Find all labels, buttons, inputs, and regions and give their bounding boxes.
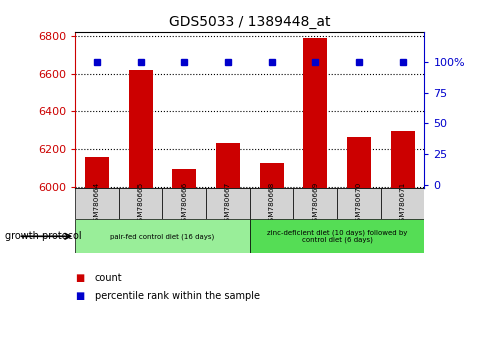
Text: growth protocol: growth protocol [5,231,81,241]
FancyBboxPatch shape [336,188,380,219]
Text: GSM780667: GSM780667 [225,182,230,226]
Text: GSM780664: GSM780664 [94,182,100,226]
Text: percentile rank within the sample: percentile rank within the sample [94,291,259,301]
Bar [346,137,370,188]
FancyBboxPatch shape [75,219,249,253]
Text: GSM780670: GSM780670 [355,182,361,226]
FancyBboxPatch shape [249,188,293,219]
Text: pair-fed control diet (16 days): pair-fed control diet (16 days) [110,233,214,240]
Text: GSM780666: GSM780666 [181,182,187,226]
FancyBboxPatch shape [249,219,424,253]
FancyBboxPatch shape [75,188,119,219]
FancyBboxPatch shape [162,188,206,219]
FancyBboxPatch shape [119,188,162,219]
Bar [390,131,414,188]
Text: GSM780668: GSM780668 [268,182,274,226]
Text: ■: ■ [75,291,84,301]
Bar [85,157,109,188]
Bar [128,70,152,188]
FancyBboxPatch shape [293,188,336,219]
Title: GDS5033 / 1389448_at: GDS5033 / 1389448_at [169,16,330,29]
Text: zinc-deficient diet (10 days) followed by
control diet (6 days): zinc-deficient diet (10 days) followed b… [266,229,407,243]
Text: GSM780665: GSM780665 [137,182,143,226]
Bar [215,143,240,188]
Text: ■: ■ [75,273,84,283]
Bar [302,38,327,188]
Text: GSM780671: GSM780671 [399,182,405,226]
Text: count: count [94,273,122,283]
FancyBboxPatch shape [206,188,249,219]
Bar [259,162,283,188]
Text: GSM780669: GSM780669 [312,182,318,226]
FancyBboxPatch shape [380,188,424,219]
Bar [172,169,196,188]
